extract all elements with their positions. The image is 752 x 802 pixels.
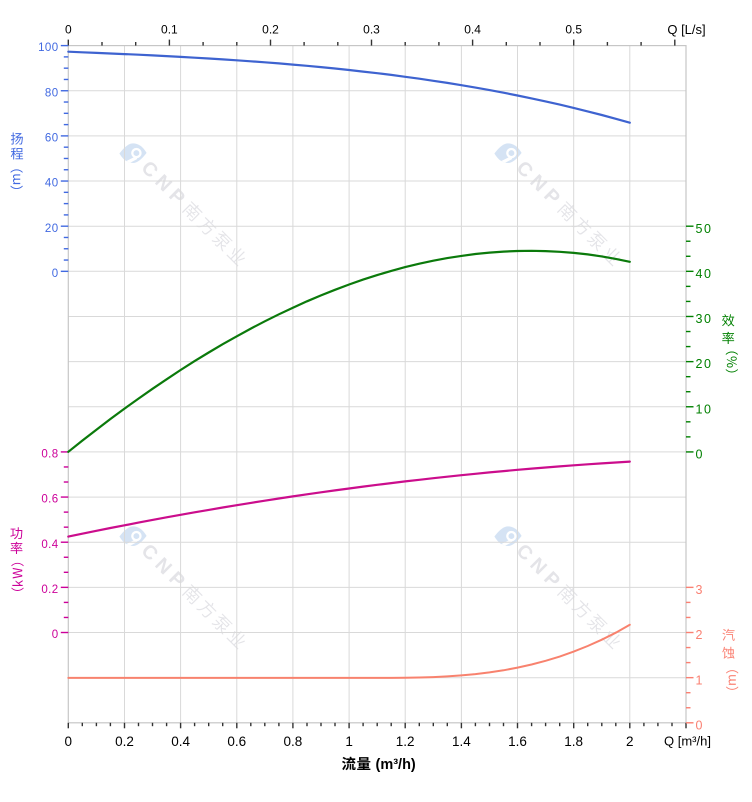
svg-text:1.6: 1.6 bbox=[508, 734, 527, 749]
svg-text:0.6: 0.6 bbox=[227, 734, 246, 749]
svg-text:20: 20 bbox=[45, 223, 59, 235]
svg-text:0.5: 0.5 bbox=[565, 23, 582, 37]
svg-text:1.2: 1.2 bbox=[396, 734, 415, 749]
svg-text:0.2: 0.2 bbox=[41, 584, 58, 596]
svg-text:10: 10 bbox=[696, 402, 713, 416]
svg-text:0.6: 0.6 bbox=[41, 494, 58, 506]
svg-text:0.2: 0.2 bbox=[262, 23, 279, 37]
svg-text:(m³/h): (m³/h) bbox=[376, 757, 416, 773]
svg-text:1.4: 1.4 bbox=[452, 734, 471, 749]
svg-text:0.2: 0.2 bbox=[115, 734, 134, 749]
svg-text:60: 60 bbox=[45, 133, 59, 145]
svg-text:100: 100 bbox=[38, 42, 58, 54]
svg-text:50: 50 bbox=[696, 222, 713, 236]
svg-text:0: 0 bbox=[696, 448, 704, 462]
svg-text:0: 0 bbox=[65, 734, 73, 749]
svg-text:2: 2 bbox=[696, 628, 704, 642]
svg-text:0.4: 0.4 bbox=[171, 734, 190, 749]
svg-text:40: 40 bbox=[696, 267, 713, 281]
svg-text:0.1: 0.1 bbox=[161, 23, 178, 37]
svg-text:0.3: 0.3 bbox=[363, 23, 380, 37]
svg-text:3: 3 bbox=[696, 583, 704, 597]
svg-text:0.4: 0.4 bbox=[41, 539, 58, 551]
svg-text:0.4: 0.4 bbox=[464, 23, 481, 37]
svg-text:0: 0 bbox=[52, 629, 59, 641]
svg-text:20: 20 bbox=[696, 357, 713, 371]
svg-text:1: 1 bbox=[696, 673, 704, 687]
svg-text:2: 2 bbox=[626, 734, 634, 749]
svg-text:1.8: 1.8 bbox=[564, 734, 583, 749]
svg-text:0: 0 bbox=[52, 268, 59, 280]
svg-text:Q [m³/h]: Q [m³/h] bbox=[664, 734, 711, 749]
svg-text:0.8: 0.8 bbox=[284, 734, 303, 749]
svg-text:80: 80 bbox=[45, 87, 59, 99]
svg-text:Q [L/s]: Q [L/s] bbox=[667, 22, 705, 37]
svg-text:40: 40 bbox=[45, 178, 59, 190]
svg-text:0: 0 bbox=[65, 23, 72, 37]
svg-text:1: 1 bbox=[345, 734, 353, 749]
svg-text:0.8: 0.8 bbox=[41, 449, 58, 461]
svg-text:0: 0 bbox=[696, 718, 704, 732]
svg-text:30: 30 bbox=[696, 312, 713, 326]
